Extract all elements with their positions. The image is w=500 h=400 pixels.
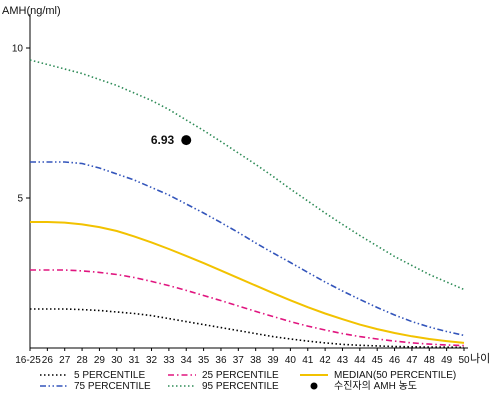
x-tick-label-48: 48 (424, 355, 436, 366)
x-tick-label-40: 40 (285, 355, 297, 366)
legend-swatch-patient-point (310, 382, 318, 390)
x-tick-label-37: 37 (233, 355, 245, 366)
series-line-75-percentile (30, 161, 465, 337)
patient-amh-point (181, 135, 192, 146)
x-ticks-group: 16-25 26 27 28 29 30 31 32 33 34 35 36 37 38 39 40 41 42 4… (15, 348, 470, 366)
x-tick-label-26: 26 (42, 355, 54, 366)
x-tick-label-42: 42 (320, 355, 332, 366)
series-line-95-percentile (29, 59, 465, 291)
x-tick-label-16-25: 16-25 (15, 355, 41, 366)
x-tick-label-41: 41 (302, 355, 314, 366)
legend-label-5-percentile: 5 PERCENTILE (74, 370, 145, 381)
series-group (29, 59, 465, 349)
y-ticks-group: 5 10 (12, 44, 30, 205)
x-tick-label-50: 50 (458, 355, 470, 366)
x-tick-label-32: 32 (146, 355, 158, 366)
series-line-5-percentile (30, 308, 465, 349)
x-tick-label-44: 44 (354, 355, 366, 366)
x-tick-label-43: 43 (337, 355, 349, 366)
x-tick-label-45: 45 (372, 355, 384, 366)
x-tick-label-29: 29 (94, 355, 106, 366)
x-tick-label-27: 27 (59, 355, 71, 366)
legend-label-95-percentile: 95 PERCENTILE (202, 381, 279, 392)
x-tick-label-31: 31 (129, 355, 141, 366)
x-tick-label-30: 30 (111, 355, 123, 366)
y-axis-title: AMH(ng/ml) (2, 5, 61, 17)
x-tick-label-47: 47 (406, 355, 418, 366)
series-line-25-percentile (30, 269, 465, 347)
legend-label-patient-point: 수진자의 AMH 농도 (334, 380, 417, 392)
series-line-median-50-percentile- (30, 221, 465, 344)
patient-amh-value-label: 6.93 (151, 133, 175, 147)
x-tick-label-49: 49 (441, 355, 453, 366)
y-tick-label-10: 10 (12, 44, 24, 55)
x-axis-title: 나이 (470, 352, 490, 365)
x-tick-label-33: 33 (163, 355, 175, 366)
legend-label-25-percentile: 25 PERCENTILE (202, 370, 279, 381)
legend: 5 PERCENTILE 25 PERCENTILE MEDIAN(50 PERCE… (40, 370, 456, 392)
x-tick-label-34: 34 (181, 355, 193, 366)
x-tick-label-28: 28 (77, 355, 89, 366)
legend-label-median-50-percentile-: MEDIAN(50 PERCENTILE) (334, 370, 456, 381)
y-tick-label-5: 5 (17, 194, 23, 205)
x-tick-label-46: 46 (389, 355, 401, 366)
x-tick-label-35: 35 (198, 355, 210, 366)
x-tick-label-39: 39 (267, 355, 279, 366)
patient-point-group: 6.93 (151, 133, 192, 147)
legend-label-75-percentile: 75 PERCENTILE (74, 381, 151, 392)
x-tick-label-38: 38 (250, 355, 262, 366)
x-tick-label-36: 36 (215, 355, 227, 366)
